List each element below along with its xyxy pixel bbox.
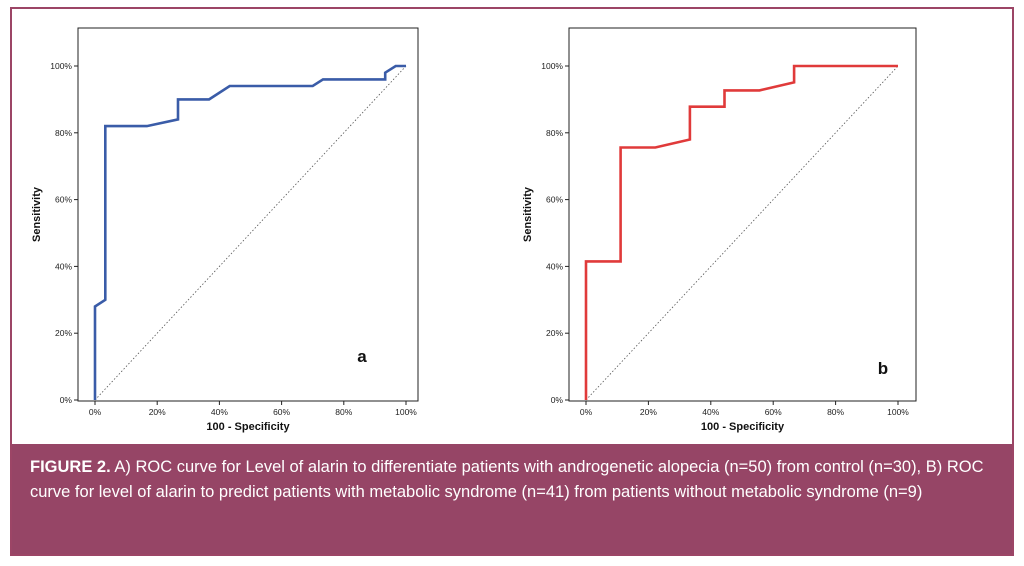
x-tick-label: 40%: [211, 407, 228, 417]
y-axis-title: Sensitivity: [31, 186, 43, 242]
x-tick-label: 40%: [702, 407, 719, 417]
y-tick-label: 0%: [60, 395, 73, 405]
figure-caption: FIGURE 2. A) ROC curve for Level of alar…: [12, 444, 1012, 554]
x-tick-label: 60%: [273, 407, 290, 417]
x-tick-label: 0%: [580, 407, 593, 417]
plot-frame: [77, 27, 419, 402]
panel-label-b: b: [878, 359, 888, 378]
caption-figure-label: FIGURE 2.: [30, 458, 111, 476]
y-tick-label: 60%: [546, 195, 563, 205]
x-tick-label: 80%: [827, 407, 844, 417]
x-tick-label: 100%: [395, 407, 417, 417]
y-tick-label: 40%: [546, 261, 563, 271]
y-axis-title: Sensitivity: [522, 186, 534, 242]
x-tick-label: 80%: [335, 407, 352, 417]
panel-label-a: a: [357, 347, 367, 366]
roc-curve-b: [584, 64, 898, 400]
y-tick-label: 80%: [55, 128, 72, 138]
y-tick-label: 20%: [55, 328, 72, 338]
x-axis-title: 100 - Specificity: [206, 421, 290, 433]
y-tick-label: 100%: [541, 61, 563, 71]
caption-text: A) ROC curve for Level of alarin to diff…: [30, 458, 984, 501]
y-tick-label: 20%: [546, 328, 563, 338]
x-axis-title: 100 - Specificity: [701, 421, 785, 433]
x-tick-label: 20%: [640, 407, 657, 417]
reference-diagonal: [94, 65, 407, 401]
x-tick-label: 0%: [89, 407, 102, 417]
y-tick-label: 0%: [551, 395, 564, 405]
x-tick-label: 60%: [765, 407, 782, 417]
y-tick-label: 80%: [546, 128, 563, 138]
y-tick-label: 40%: [55, 261, 72, 271]
roc-curve-a: [93, 64, 406, 400]
x-tick-label: 100%: [887, 407, 909, 417]
y-tick-label: 60%: [55, 195, 72, 205]
x-tick-label: 20%: [149, 407, 166, 417]
reference-diagonal: [585, 65, 899, 401]
roc-panel-b: 0% 20% 40% 60% 80% 100% 0% 20% 40% 60% 80% 100% 100 …: [522, 27, 917, 433]
roc-panel-a: 0% 20% 40% 60% 80% 100% 0% 20% 40% 60% 80% 100% 100 …: [31, 27, 419, 433]
y-tick-label: 100%: [50, 61, 72, 71]
